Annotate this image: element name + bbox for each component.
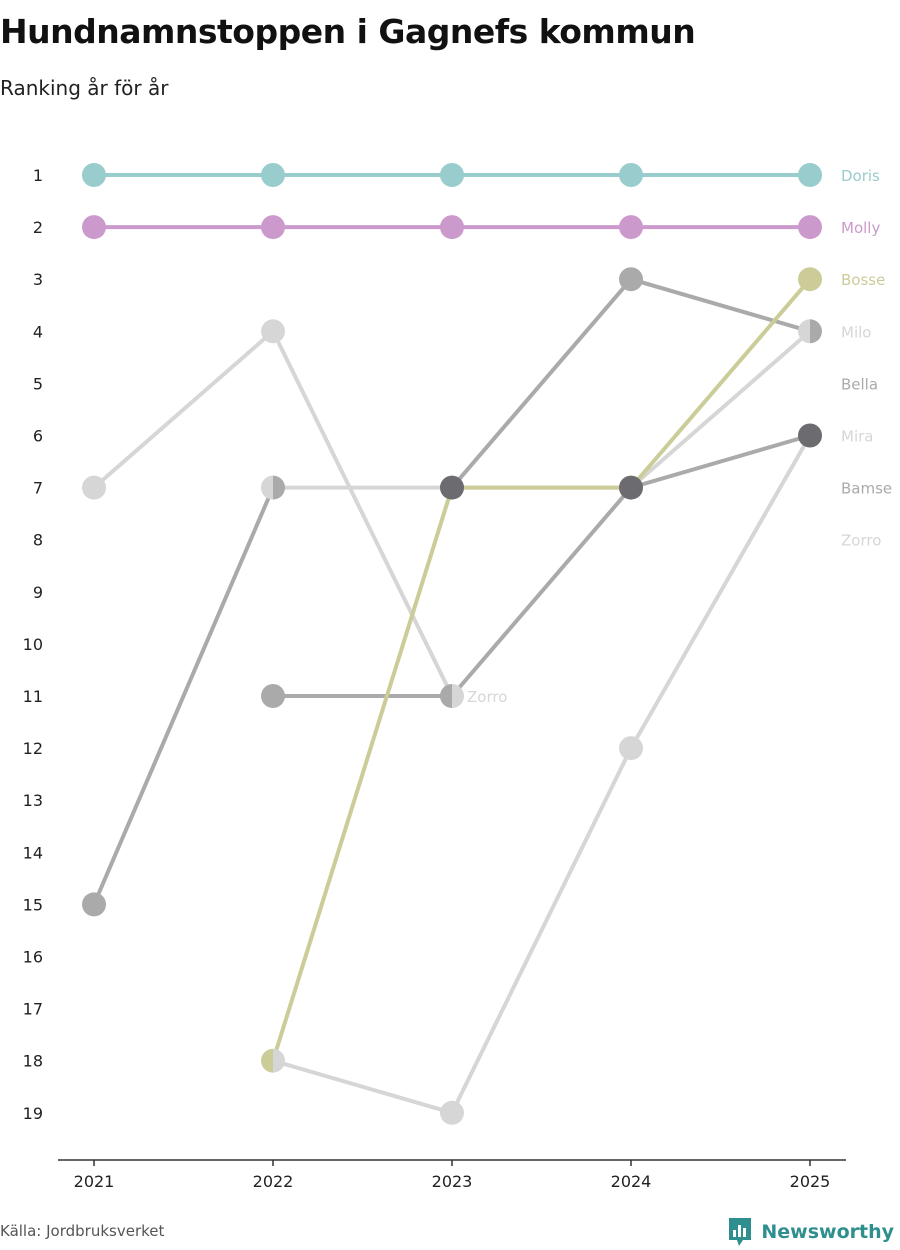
y-tick-label: 4 xyxy=(33,322,43,341)
marker xyxy=(261,684,285,708)
end-label-milo: Milo xyxy=(841,323,871,341)
series-line-mira xyxy=(271,433,812,698)
marker xyxy=(798,423,822,448)
series-line-bella xyxy=(450,277,812,490)
inline-label-zorro: Zorro xyxy=(467,688,507,706)
marker xyxy=(82,475,106,500)
end-label-mira: Mira xyxy=(841,428,873,446)
marker xyxy=(440,475,464,500)
marker xyxy=(619,267,643,292)
y-tick-label: 10 xyxy=(23,635,43,654)
y-tick-label: 9 xyxy=(33,583,43,602)
y-tick-label: 1 xyxy=(33,166,43,185)
marker-half-right xyxy=(452,684,464,708)
marker xyxy=(440,1100,464,1125)
y-tick-label: 7 xyxy=(33,479,43,498)
marker xyxy=(261,319,285,344)
marker-half-left xyxy=(261,1048,273,1073)
marker xyxy=(261,215,285,240)
y-tick-label: 19 xyxy=(23,1104,43,1123)
marker-half-right xyxy=(810,319,822,344)
marker-half-left xyxy=(798,319,810,344)
newsworthy-logo-icon xyxy=(729,1218,752,1246)
x-tick-label: 2022 xyxy=(253,1172,294,1191)
marker xyxy=(798,163,822,187)
series-line-bella xyxy=(92,329,454,698)
markers xyxy=(82,163,822,1125)
end-label-zorro: Zorro xyxy=(841,532,881,550)
series-lines xyxy=(92,173,812,1115)
marker xyxy=(440,215,464,240)
y-tick-label: 8 xyxy=(33,531,43,550)
x-tick-label: 2025 xyxy=(790,1172,831,1191)
y-tick-label: 13 xyxy=(23,791,43,810)
marker-half-right xyxy=(273,1048,285,1073)
marker xyxy=(798,319,822,344)
y-tick-label: 17 xyxy=(23,1000,43,1019)
marker xyxy=(261,475,285,500)
x-axis: 2021 2022 2023 2024 2025 xyxy=(58,1159,846,1191)
end-label-bosse: Bosse xyxy=(841,271,885,289)
chart-subtitle: Ranking år för år xyxy=(0,76,169,100)
series-line-mira xyxy=(92,485,275,907)
y-tick-label: 11 xyxy=(23,687,43,706)
end-label-molly: Molly xyxy=(841,219,880,237)
y-tick-label: 16 xyxy=(23,948,43,967)
marker xyxy=(261,1048,285,1073)
source-note: Källa: Jordbruksverket xyxy=(0,1222,165,1240)
marker xyxy=(619,475,643,500)
marker xyxy=(440,163,464,187)
marker-half-right xyxy=(273,475,285,500)
marker-half-left xyxy=(261,475,273,500)
marker xyxy=(82,892,106,917)
chart-title: Hundnamnstoppen i Gagnefs kommun xyxy=(0,12,696,51)
y-tick-label: 5 xyxy=(33,374,43,393)
marker xyxy=(619,215,643,240)
marker xyxy=(619,163,643,187)
brand-logo[interactable]: Newsworthy xyxy=(727,1216,894,1248)
y-tick-label: 14 xyxy=(23,843,43,862)
marker xyxy=(261,163,285,187)
series-line-milo xyxy=(271,329,812,490)
marker xyxy=(82,215,106,240)
series-line-bosse xyxy=(271,277,812,1063)
end-label-bamse: Bamse xyxy=(841,480,892,498)
y-tick-label: 18 xyxy=(23,1052,43,1071)
end-label-bella: Bella xyxy=(841,375,878,393)
brand-name: Newsworthy xyxy=(761,1221,894,1243)
x-tick-label: 2021 xyxy=(74,1172,115,1191)
marker xyxy=(82,163,106,187)
series-line-bamse xyxy=(271,433,812,1115)
marker-half-left xyxy=(440,684,452,708)
y-tick-label: 6 xyxy=(33,427,43,446)
y-tick-label: 3 xyxy=(33,270,43,289)
y-tick-label: 12 xyxy=(23,739,43,758)
x-tick-label: 2024 xyxy=(611,1172,652,1191)
y-tick-label: 15 xyxy=(23,895,43,914)
series-labels: Doris Molly Bosse Milo Bella Mira Bamse Zorro Zo… xyxy=(467,167,892,706)
y-tick-label: 2 xyxy=(33,218,43,237)
marker xyxy=(619,736,643,761)
end-label-doris: Doris xyxy=(841,167,880,185)
marker xyxy=(798,267,822,292)
marker xyxy=(440,684,464,708)
marker xyxy=(798,215,822,240)
x-tick-label: 2023 xyxy=(432,1172,473,1191)
